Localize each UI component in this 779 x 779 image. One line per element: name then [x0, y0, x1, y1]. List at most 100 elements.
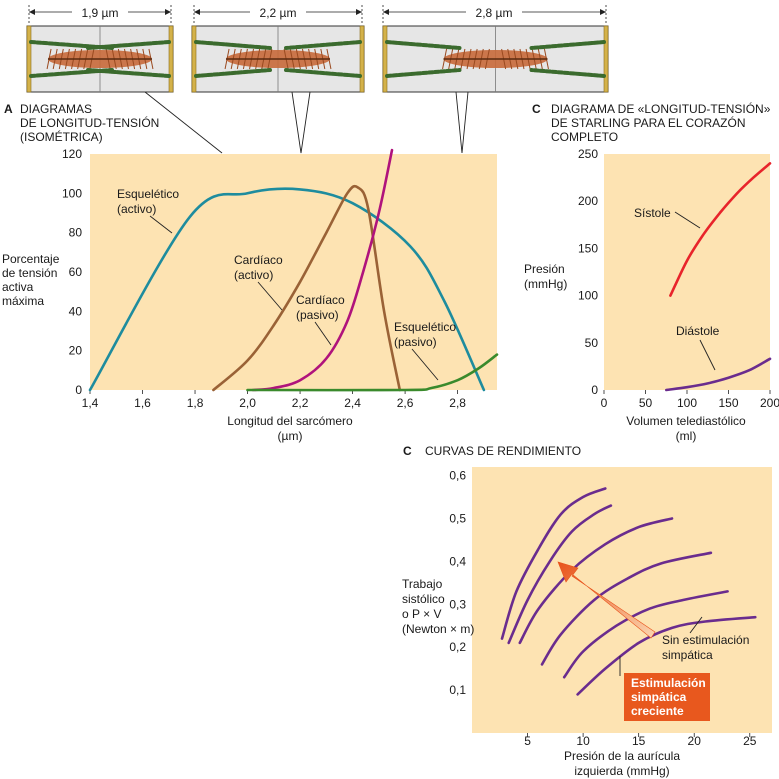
callout-pointers	[144, 91, 469, 154]
chart-c1-ytick-label-0: 0	[591, 383, 598, 397]
chart-c1-ylabel-line-2: (mmHg)	[524, 277, 567, 291]
chart-a-ytick-label-1: 20	[69, 344, 83, 358]
stimulation-arrow	[557, 561, 656, 639]
chart-c2-title-line-1: CURVAS DE RENDIMIENTO	[425, 444, 581, 458]
chart-c2: C CURVAS DE RENDIMIENTO Trabajo sistólic…	[402, 444, 772, 778]
sarcomere-3-z-disc-left	[382, 25, 388, 93]
chart-c1-xtick-label-4: 200	[760, 396, 779, 410]
chart-a-ytick-label-5: 100	[62, 186, 82, 200]
label-cardiac-passive-line-1: Cardíaco	[296, 293, 345, 307]
chart-c2-ytick-label-2: 0,3	[449, 597, 466, 611]
chart-a-xtick-label-7: 2,8	[449, 396, 466, 410]
label-systole: Sístole	[634, 206, 671, 220]
chart-c2-xlabel-line-2: izquierda (mmHg)	[574, 764, 669, 778]
chart-c1-ticks: 0 50 100 150 200 0 50 100 150 200 250	[578, 147, 779, 410]
leader-no-stimulation	[689, 616, 703, 634]
chart-c1-ytick-label-5: 250	[578, 147, 598, 161]
stimulation-box	[624, 673, 710, 721]
chart-c1-panel-letter: C	[532, 102, 541, 116]
leader-skeletal-passive	[411, 348, 439, 381]
dimension-arrow-1	[28, 4, 172, 25]
chart-a-xtick-label-3: 2,0	[239, 396, 256, 410]
chart-c2-panel-letter: C	[403, 444, 412, 458]
chart-a-ylabel-line-2: de tensión	[2, 266, 57, 280]
series-performance-curve-5	[562, 590, 729, 679]
sarcomere-1-actin-right-2	[86, 68, 171, 78]
label-skeletal-active-line-1: Esquelético	[117, 187, 179, 201]
dimension-arrow-2	[193, 4, 363, 25]
sarcomere-1-thick-filament	[46, 48, 154, 70]
leader-skeletal-active	[149, 215, 173, 234]
chart-a-xtick-label-5: 2,4	[344, 396, 361, 410]
callout-pointer-1	[144, 91, 223, 154]
leader-cardiac-active	[257, 281, 283, 311]
sarcomere-1-z-disc-left	[26, 25, 32, 93]
sarcomere-2-actin-left-1	[194, 40, 272, 50]
chart-a-ytick-label-3: 60	[69, 265, 83, 279]
sarcomere-diagram-3: 2,8 µm	[382, 4, 609, 93]
series-skeletal-passive	[246, 353, 499, 392]
stimulation-label-line-3: creciente	[631, 704, 684, 718]
label-cardiac-active-line-2: (activo)	[234, 268, 273, 282]
chart-a-panel-letter: A	[4, 102, 13, 116]
chart-a-ytick-label-4: 80	[69, 226, 83, 240]
label-cardiac-passive-line-2: (pasivo)	[296, 308, 339, 322]
chart-c2-ticks: 5 10 15 20 25 0,1 0,2 0,3 0,4 0,5 0,6	[449, 469, 756, 748]
sarcomere-box-2	[191, 25, 365, 93]
chart-c1-xtick-label-0: 0	[601, 396, 608, 410]
chart-c1-title-line-3: COMPLETO	[551, 130, 618, 144]
chart-c1-xtick-label-2: 100	[677, 396, 697, 410]
leader-cardiac-passive	[314, 321, 332, 346]
chart-c1-xlabel-line-1: Volumen telediastólico	[626, 414, 746, 428]
sarcomere-diagram-2: 2,2 µm	[191, 4, 365, 93]
chart-a-title-line-3: (ISOMÉTRICA)	[20, 129, 103, 144]
label-skeletal-passive-line-1: Esquelético	[394, 320, 456, 334]
chart-c2-plot-area	[472, 467, 772, 733]
series-skeletal-active	[88, 187, 486, 392]
no-stimulation-label-line-2: simpática	[662, 648, 713, 662]
chart-a: A DIAGRAMAS DE LONGITUD-TENSIÓN (ISOMÉTR…	[2, 102, 499, 443]
sarcomere-3-actin-right-1	[529, 40, 606, 50]
chart-a-title-line-2: DE LONGITUD-TENSIÓN	[20, 115, 159, 130]
sarcomere-3-z-disc-right	[603, 25, 609, 93]
chart-c2-ylabel-line-4: (Newton × m)	[402, 622, 474, 636]
chart-c2-ytick-label-0: 0,1	[449, 683, 466, 697]
series-performance-curve-3	[518, 517, 674, 645]
chart-c2-xtick-label-4: 25	[743, 734, 757, 748]
sarcomere-3-thick-filament	[442, 48, 549, 70]
chart-a-xtick-label-0: 1,4	[82, 396, 99, 410]
sarcomere-2-z-disc-left	[191, 25, 197, 93]
chart-a-xlabel-line-1: Longitud del sarcómero	[227, 414, 353, 428]
chart-a-ytick-label-6: 120	[62, 147, 82, 161]
sarcomere-1-z-disc-right	[168, 25, 174, 93]
chart-c2-xlabel-line-1: Presión de la aurícula	[564, 749, 680, 763]
sarcomere-2-actin-right-2	[284, 68, 362, 78]
chart-c2-series	[500, 487, 757, 696]
leader-diastole	[699, 339, 716, 371]
chart-a-xtick-label-1: 1,6	[134, 396, 151, 410]
leader-systole	[674, 211, 701, 229]
sarcomere-length-label-3: 2,8 µm	[476, 6, 513, 20]
series-performance-curve-4	[540, 551, 713, 666]
sarcomere-2-z-disc-right	[359, 25, 365, 93]
sarcomere-box-1	[26, 25, 174, 93]
series-diastole	[665, 357, 772, 392]
chart-c2-xtick-label-2: 15	[632, 734, 646, 748]
chart-c2-ytick-label-1: 0,2	[449, 640, 466, 654]
label-diastole: Diástole	[676, 324, 720, 338]
chart-a-ylabel-line-1: Porcentaje	[2, 252, 60, 266]
chart-c1-series	[665, 162, 772, 392]
callout-pointer-3	[455, 91, 469, 154]
sarcomere-3-actin-left-2	[385, 68, 462, 78]
chart-c1: C DIAGRAMA DE «LONGITUD-TENSIÓN» DE STAR…	[524, 101, 779, 443]
chart-a-ytick-label-0: 0	[75, 383, 82, 397]
chart-c2-ytick-label-5: 0,6	[449, 469, 466, 483]
label-skeletal-active-line-2: (activo)	[117, 202, 156, 216]
sarcomere-2-actin-right-1	[284, 40, 362, 50]
series-performance-curve-1	[500, 487, 607, 640]
chart-c2-xtick-label-3: 20	[688, 734, 702, 748]
chart-c1-ytick-label-3: 150	[578, 241, 598, 255]
chart-a-ylabel-line-4: máxima	[2, 294, 44, 308]
stimulation-label-line-2: simpática	[631, 690, 687, 704]
